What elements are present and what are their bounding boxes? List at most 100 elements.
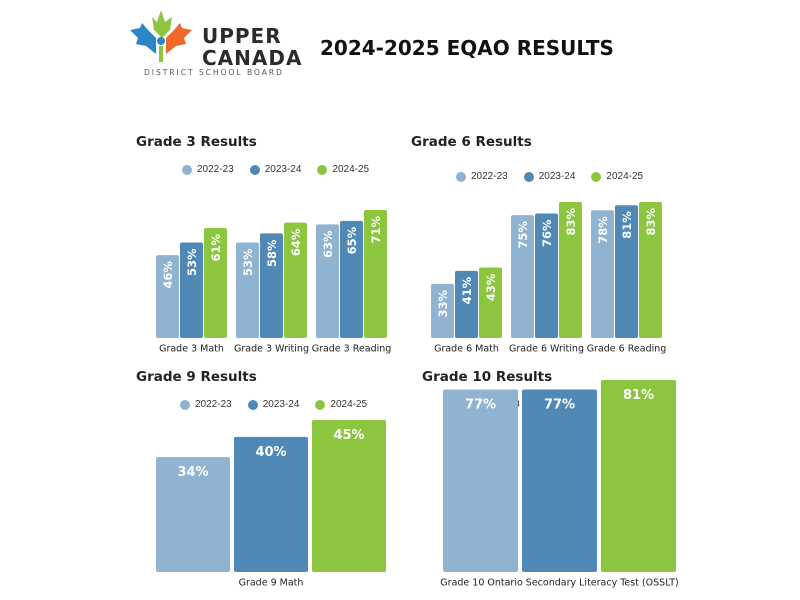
data-label-grade-10-ontario-secondary-literacy-test-osslt-2022-23: 77% — [465, 397, 496, 412]
category-label-grade-3-math: Grade 3 Math — [159, 344, 224, 355]
data-label-grade-3-reading-2024-25: 71% — [369, 216, 383, 244]
bar-grade-6-reading-2023-24 — [615, 205, 638, 338]
category-label-grade-6-writing: Grade 6 Writing — [509, 344, 584, 355]
bar-grade-6-writing-2022-23 — [511, 215, 534, 338]
leaf-orange-part — [166, 23, 192, 54]
bar-grade-3-reading-2024-25 — [364, 210, 387, 338]
category-label-grade-6-reading: Grade 6 Reading — [587, 344, 667, 355]
bar-grade-6-math-2023-24 — [455, 270, 478, 338]
legend-label: 2023-24 — [262, 399, 300, 410]
data-label-grade-9-math-2022-23: 34% — [177, 465, 208, 480]
bar-grade-6-writing-2024-25 — [559, 202, 582, 338]
legend-dot-icon — [247, 399, 258, 410]
legend-item-2023-24: 2023-24 — [249, 164, 302, 175]
legend-dot-icon — [315, 399, 326, 410]
data-label-grade-9-math-2023-24: 40% — [255, 445, 286, 460]
maple-leaf-icon — [130, 10, 192, 62]
data-label-grade-3-reading-2023-24: 65% — [345, 226, 359, 254]
legend-dot-icon — [182, 164, 192, 175]
bar-grade-6-math-2024-25 — [479, 267, 502, 338]
bar-grade-3-reading-2022-23 — [316, 224, 339, 338]
bar-grade-3-writing-2022-23 — [236, 242, 259, 338]
legend-label: 2022-23 — [195, 399, 232, 410]
data-label-grade-6-writing-2023-24: 76% — [540, 219, 554, 247]
logo-text-upper: UPPER — [202, 24, 282, 48]
data-label-grade-6-reading-2022-23: 78% — [596, 216, 610, 244]
legend-dot-icon — [180, 399, 190, 410]
data-label-grade-6-reading-2024-25: 83% — [644, 208, 658, 236]
legend-dot-icon — [591, 171, 602, 182]
category-label-grade-6-math: Grade 6 Math — [434, 344, 499, 355]
data-label-grade-3-math-2024-25: 61% — [209, 234, 223, 262]
data-label-grade-3-math-2023-24: 53% — [185, 248, 199, 276]
data-label-grade-6-math-2022-23: 33% — [436, 289, 450, 317]
grade9-title: Grade 9 Results — [136, 369, 257, 385]
data-label-grade-6-writing-2022-23: 75% — [516, 221, 530, 249]
bar-grade-10-ontario-secondary-literacy-test-osslt-2024-25 — [601, 380, 676, 572]
legend-label: 2023-24 — [538, 171, 576, 182]
leaf-blue-part — [130, 23, 156, 54]
category-label-grade-3-writing: Grade 3 Writing — [234, 344, 309, 355]
data-label-grade-9-math-2024-25: 45% — [333, 428, 364, 443]
bar-grade-3-math-2024-25 — [204, 228, 227, 338]
bar-grade-6-writing-2023-24 — [535, 213, 558, 338]
upper-canada-logo: UPPER CANADA DISTRICT SCHOOL BOARD — [126, 8, 301, 80]
legend-label: 2023-24 — [264, 164, 302, 175]
legend-item-2022-23: 2022-23 — [456, 171, 508, 182]
data-label-grade-6-math-2024-25: 43% — [484, 273, 498, 301]
data-label-grade-3-writing-2024-25: 64% — [289, 228, 303, 256]
legend-item-2024-25: 2024-25 — [591, 171, 643, 182]
data-label-grade-3-writing-2023-24: 58% — [265, 239, 279, 267]
legend-label: 2024-25 — [606, 171, 644, 182]
data-label-grade-3-math-2022-23: 46% — [161, 261, 175, 289]
bar-grade-10-ontario-secondary-literacy-test-osslt-2022-23 — [443, 389, 518, 572]
bar-grade-3-writing-2023-24 — [260, 233, 283, 338]
grade6-title: Grade 6 Results — [411, 134, 532, 150]
legend-label: 2024-25 — [330, 399, 368, 410]
grade9-legend: 2022-23 2023-24 2024-25 — [180, 399, 367, 410]
legend-label: 2024-25 — [332, 164, 370, 175]
category-label-grade-10-ontario-secondary-literacy-test-osslt: Grade 10 Ontario Secondary Literacy Test… — [440, 578, 678, 589]
data-label-grade-3-writing-2022-23: 53% — [241, 248, 255, 276]
page-title: 2024-2025 EQAO RESULTS — [320, 36, 614, 60]
legend-label: 2022-23 — [471, 171, 508, 182]
category-label-grade-9-math: Grade 9 Math — [239, 578, 304, 589]
data-label-grade-10-ontario-secondary-literacy-test-osslt-2024-25: 81% — [623, 388, 654, 403]
legend-item-2024-25: 2024-25 — [317, 164, 369, 175]
bar-grade-6-math-2022-23 — [431, 283, 454, 338]
legend-item-2024-25: 2024-25 — [315, 399, 367, 410]
grade6-legend: 2022-23 2023-24 2024-25 — [456, 171, 643, 182]
bar-grade-9-math-2023-24 — [234, 436, 308, 572]
bar-grade-3-math-2023-24 — [180, 242, 203, 338]
logo-text-canada: CANADA — [202, 46, 303, 70]
data-label-grade-6-writing-2024-25: 83% — [564, 208, 578, 236]
leaf-green-part — [152, 10, 172, 38]
legend-dot-icon — [523, 171, 534, 182]
leaf-stem — [159, 46, 163, 62]
grade3-legend: 2022-23 2023-24 2024-25 — [182, 164, 369, 175]
data-label-grade-10-ontario-secondary-literacy-test-osslt-2023-24: 77% — [544, 397, 575, 412]
data-label-grade-6-reading-2023-24: 81% — [620, 211, 634, 239]
data-label-grade-6-math-2023-24: 41% — [460, 276, 474, 304]
leaf-person-head — [157, 37, 165, 45]
bar-grade-3-writing-2024-25 — [284, 222, 307, 338]
bar-grade-6-reading-2024-25 — [639, 202, 662, 338]
legend-dot-icon — [317, 164, 328, 175]
legend-item-2023-24: 2023-24 — [523, 171, 576, 182]
category-label-grade-3-reading: Grade 3 Reading — [312, 344, 392, 355]
legend-item-2022-23: 2022-23 — [182, 164, 234, 175]
bar-grade-9-math-2022-23 — [156, 457, 230, 572]
logo-text-district: DISTRICT SCHOOL BOARD — [144, 68, 284, 77]
legend-label: 2022-23 — [197, 164, 234, 175]
legend-dot-icon — [249, 164, 260, 175]
legend-item-2022-23: 2022-23 — [180, 399, 232, 410]
data-label-grade-3-reading-2022-23: 63% — [321, 230, 335, 258]
grade3-title: Grade 3 Results — [136, 134, 257, 150]
bar-grade-10-ontario-secondary-literacy-test-osslt-2023-24 — [522, 389, 597, 572]
bar-grade-3-math-2022-23 — [156, 255, 179, 338]
bar-grade-9-math-2024-25 — [312, 420, 386, 572]
